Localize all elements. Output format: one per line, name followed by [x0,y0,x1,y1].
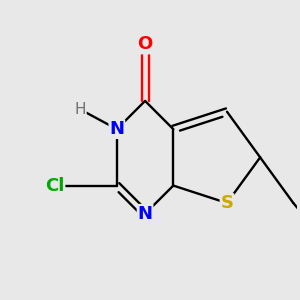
Text: O: O [137,35,153,53]
Text: N: N [110,120,124,138]
Text: N: N [138,205,153,223]
Text: Cl: Cl [45,177,64,195]
Text: H: H [74,102,86,117]
Text: S: S [220,194,233,212]
